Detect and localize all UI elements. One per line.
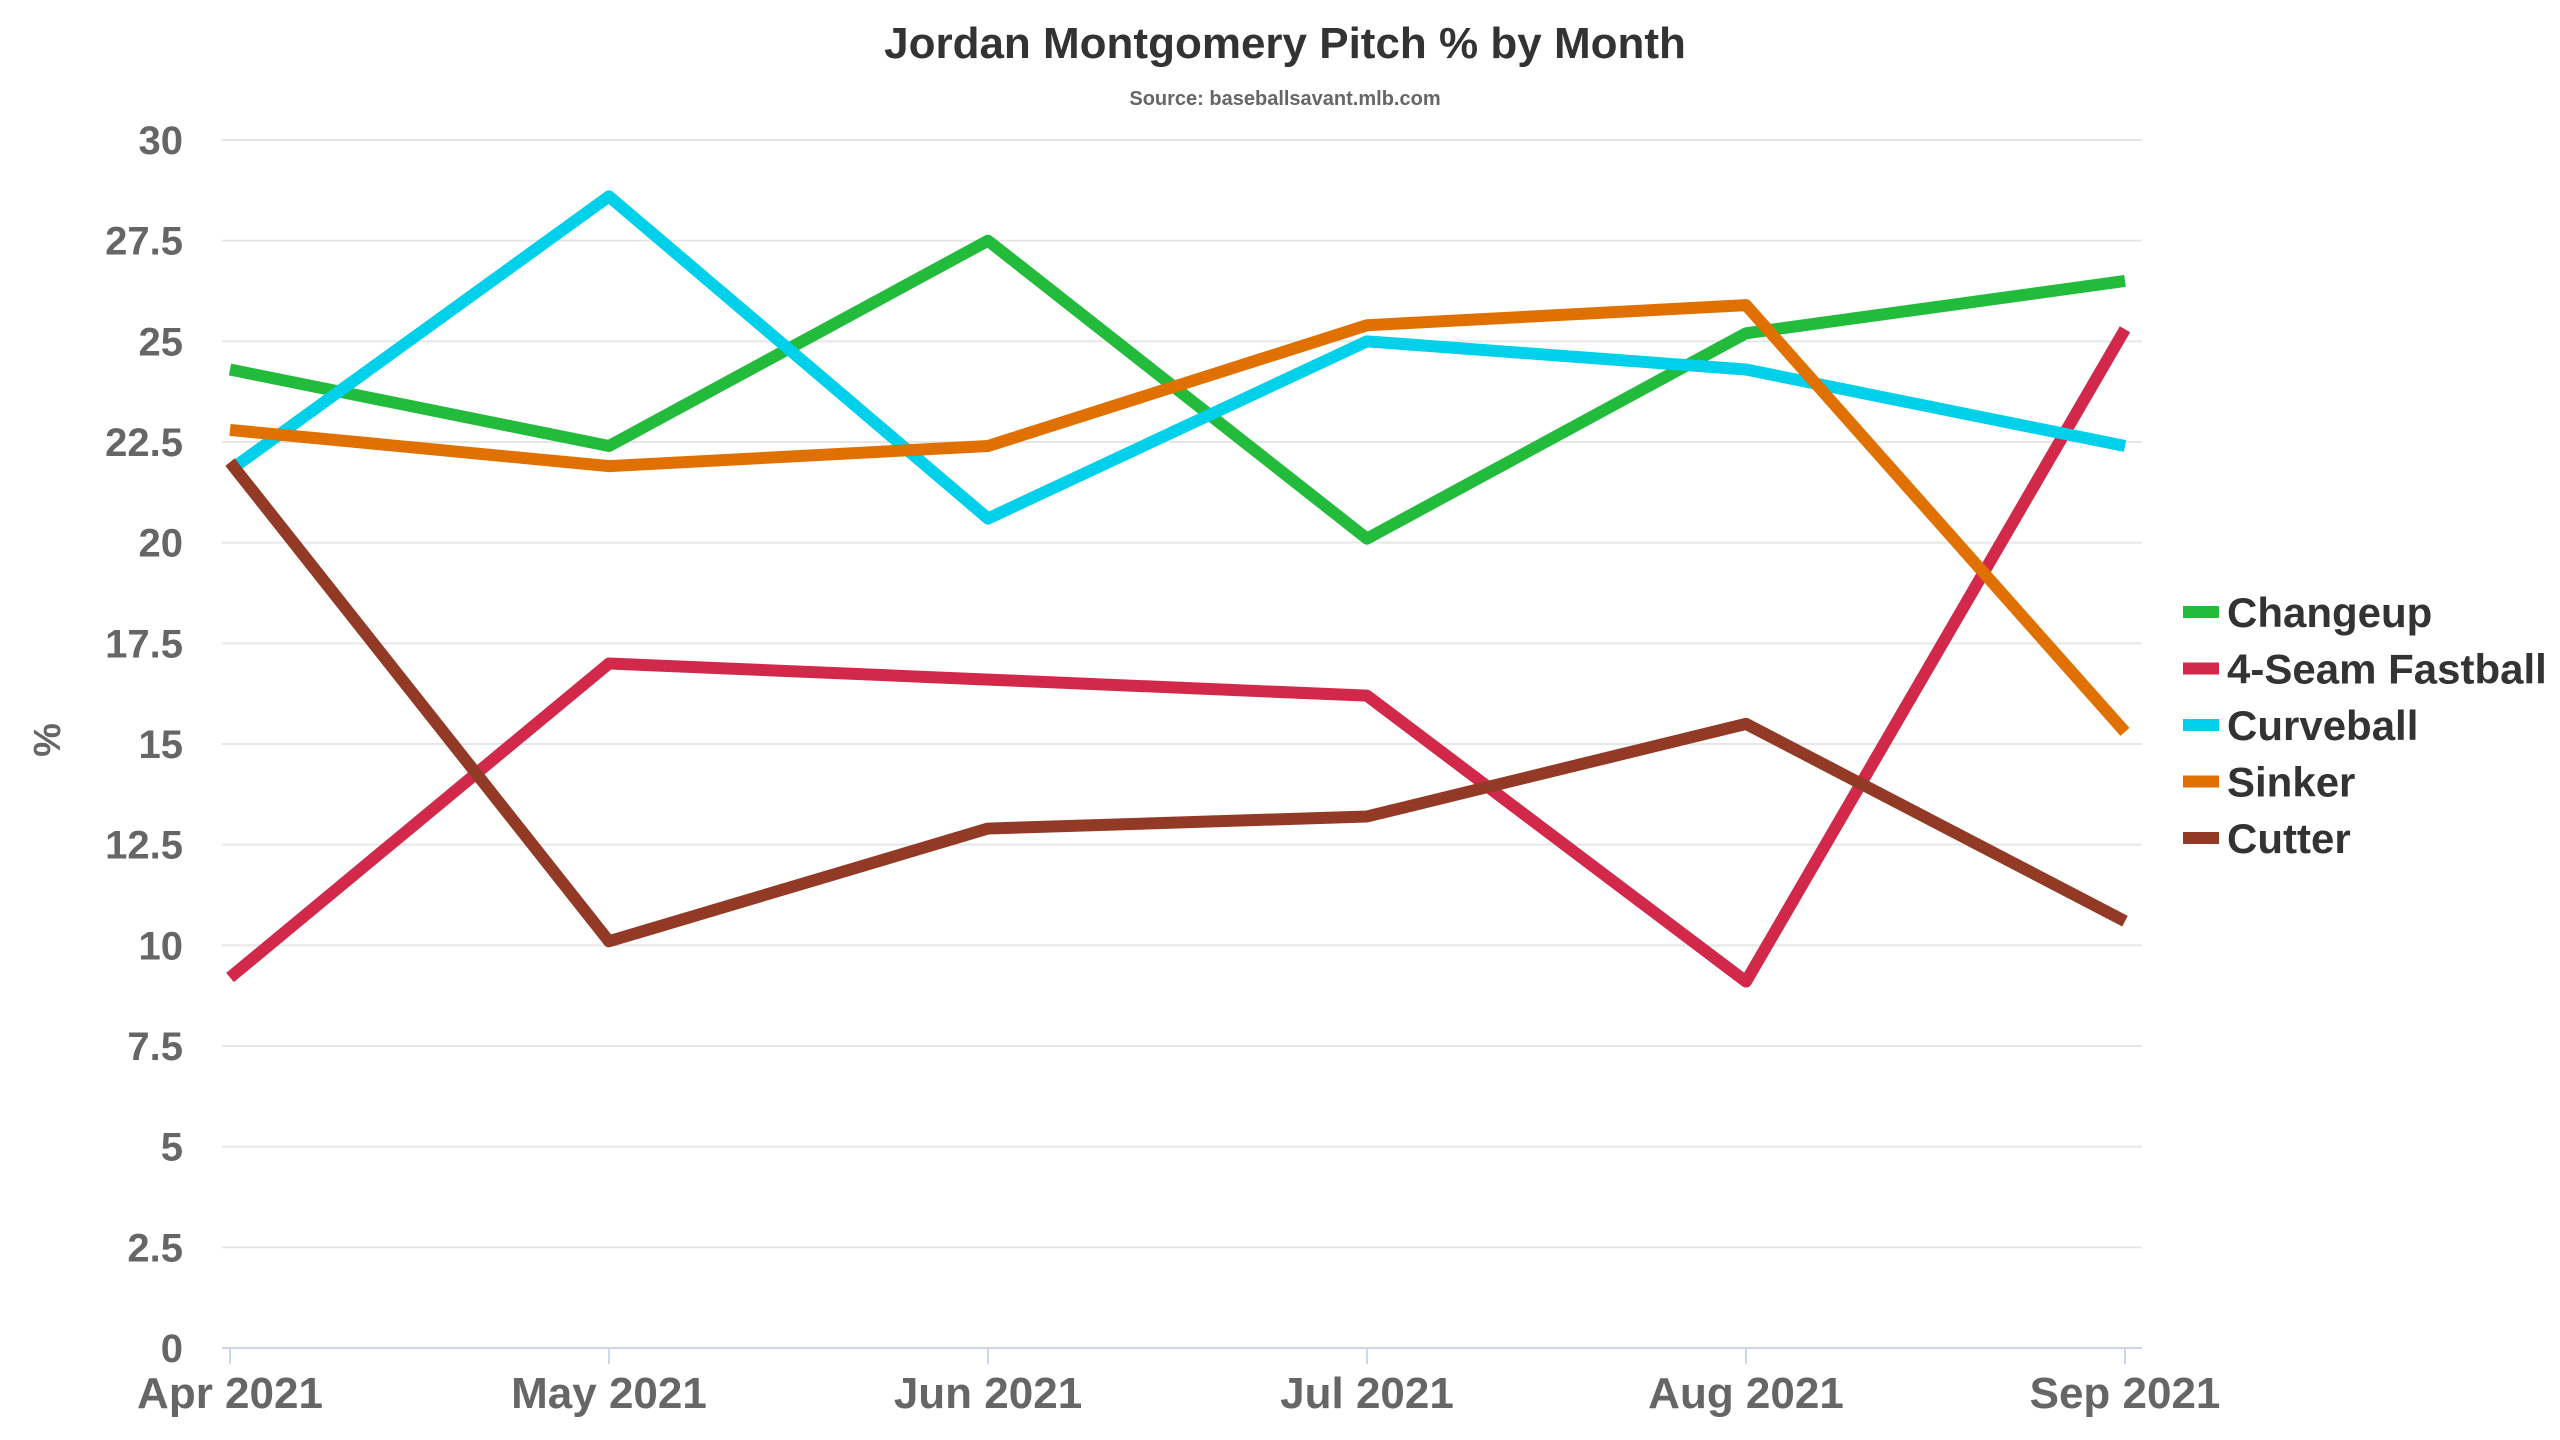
y-tick-label: 27.5 (105, 220, 183, 264)
y-tick-label: 7.5 (127, 1025, 183, 1069)
series-line-curveball (226, 190, 2127, 525)
x-tick-label: Aug 2021 (1648, 1369, 1844, 1418)
x-tick-label: Jul 2021 (1280, 1369, 1454, 1418)
legend-item-sinker[interactable]: Sinker (2227, 759, 2355, 806)
y-tick-label: 30 (139, 119, 184, 163)
legend-item-changeup[interactable]: Changeup (2227, 589, 2432, 636)
x-tick-label: Apr 2021 (137, 1369, 323, 1418)
y-tick-label: 0 (161, 1327, 183, 1371)
y-axis-ticks: 0 2.5 5 7.5 10 12.5 15 17.5 20 22.5 25 27.5 30 (105, 119, 183, 1371)
x-tick-label: May 2021 (511, 1369, 707, 1418)
x-tick-label: Jun 2021 (894, 1369, 1082, 1418)
y-tick-label: 20 (139, 522, 184, 566)
legend-item-4-seam-fastball[interactable]: 4-Seam Fastball (2227, 646, 2547, 693)
series-lines (225, 190, 2131, 988)
y-tick-label: 25 (139, 320, 184, 364)
y-tick-label: 12.5 (105, 824, 183, 868)
legend: Changeup 4-Seam Fastball Curveball Sinker Cu… (2183, 589, 2547, 862)
y-tick-label: 10 (139, 924, 184, 968)
x-tick-label: Sep 2021 (2030, 1369, 2221, 1418)
y-tick-label: 17.5 (105, 622, 183, 666)
x-axis: Apr 2021 May 2021 Jun 2021 Jul 2021 Aug 2021… (137, 1347, 2221, 1418)
y-axis-label: % (27, 723, 69, 757)
legend-item-cutter[interactable]: Cutter (2227, 815, 2351, 862)
y-tick-label: 2.5 (127, 1226, 183, 1270)
series-line-sinker (229, 299, 2130, 736)
y-tick-label: 15 (139, 723, 184, 767)
y-tick-label: 5 (161, 1126, 183, 1170)
chart-title: Jordan Montgomery Pitch % by Month (884, 19, 1686, 68)
series-line-cutter (225, 458, 2128, 948)
legend-item-curveball[interactable]: Curveball (2227, 702, 2418, 749)
series-line-4-seam-fastball (226, 326, 2131, 988)
chart-subtitle: Source: baseballsavant.mlb.com (1129, 88, 1440, 110)
y-tick-label: 22.5 (105, 421, 183, 465)
